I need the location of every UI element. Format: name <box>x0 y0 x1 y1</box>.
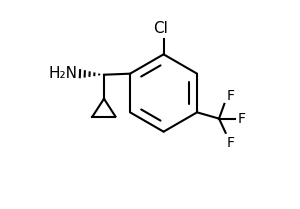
Text: H₂N: H₂N <box>49 66 78 81</box>
Text: F: F <box>226 89 235 103</box>
Text: Cl: Cl <box>153 21 168 36</box>
Text: F: F <box>238 112 246 126</box>
Text: F: F <box>227 136 235 150</box>
